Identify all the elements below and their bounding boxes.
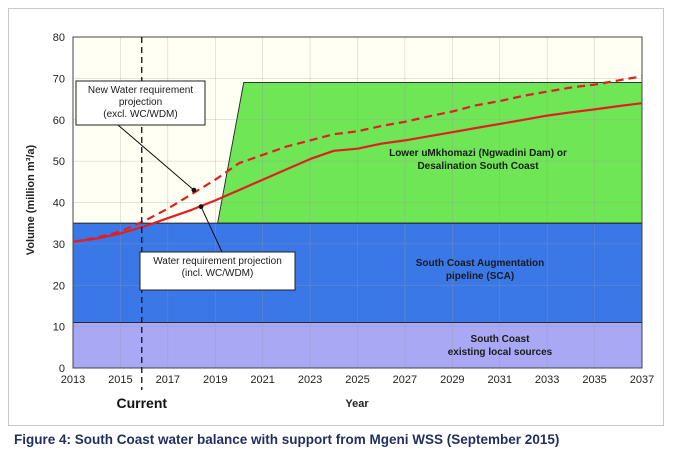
callout-leader <box>200 206 223 253</box>
callout-dot <box>191 187 197 193</box>
x-tick-label: 2037 <box>630 374 654 386</box>
callout-text-line: Water requirement projection <box>153 256 282 267</box>
x-tick-label: 2035 <box>582 374 606 386</box>
region-label-0: South Coast existing local sources <box>448 334 553 358</box>
y-tick-label: 30 <box>53 239 65 251</box>
y-tick-label: 80 <box>53 32 65 44</box>
callout-leader <box>117 124 195 191</box>
region-label-line: existing local sources <box>448 347 553 358</box>
region-label-1: South Coast Augmentation pipeline (SCA) <box>416 258 545 282</box>
callout-box <box>139 251 296 291</box>
callout-text: Water requirement projection (incl. WC/WD… <box>153 256 282 279</box>
region-label-2: Lower uMkhomazi (Ngwadini Dam) or Desalin… <box>389 148 567 172</box>
y-tick-label: 20 <box>53 280 65 292</box>
y-tick-label: 50 <box>53 156 65 168</box>
figure-frame <box>8 8 664 426</box>
x-tick-label: 2023 <box>298 374 322 386</box>
x-tick-label: 2015 <box>108 374 132 386</box>
x-tick-label: 2017 <box>156 374 180 386</box>
x-tick-label: 2025 <box>345 374 369 386</box>
callout-text-line: (incl. WC/WDM) <box>182 268 254 279</box>
region-label-line: South Coast Augmentation <box>416 258 545 269</box>
series-line-incl-wcwdm <box>72 102 643 243</box>
callout-text-line: New Water requirement <box>88 85 193 96</box>
callout-text-line: projection <box>119 97 162 108</box>
callout-text-line: (excl. WC/WDM) <box>103 109 177 120</box>
callout-dot <box>198 204 204 210</box>
y-tick-label: 40 <box>53 198 65 210</box>
x-tick-label: 2029 <box>440 374 464 386</box>
callout-box <box>75 80 206 126</box>
region-label-line: Desalination South Coast <box>417 161 539 172</box>
x-tick-label: 2021 <box>250 374 274 386</box>
region-label-line: pipeline (SCA) <box>446 271 514 282</box>
chart: 2013 2015 2017 2019 2021 2023 2025 2027 2029 2031… <box>25 32 654 411</box>
x-tick-label: 2013 <box>61 374 85 386</box>
y-tick-label: 10 <box>53 322 65 334</box>
figure-caption: Figure 4: South Coast water balance with… <box>14 432 560 447</box>
x-tick-label: 2019 <box>203 374 227 386</box>
y-tick-label: 0 <box>59 363 65 375</box>
y-axis-title: Volume (million m³/a) <box>25 144 37 255</box>
region-label-line: South Coast <box>471 334 531 345</box>
y-tick-label: 70 <box>53 73 65 85</box>
y-tick-label: 60 <box>53 115 65 127</box>
current-label: Current <box>116 395 167 411</box>
x-axis-title: Year <box>345 398 369 410</box>
region-label-line: Lower uMkhomazi (Ngwadini Dam) or <box>389 148 567 159</box>
plot-frame <box>72 36 643 369</box>
x-tick-label: 2031 <box>488 374 512 386</box>
x-tick-label: 2027 <box>393 374 417 386</box>
x-tick-label: 2033 <box>535 374 559 386</box>
callout-text: New Water requirement projection (excl. WC… <box>88 85 193 120</box>
